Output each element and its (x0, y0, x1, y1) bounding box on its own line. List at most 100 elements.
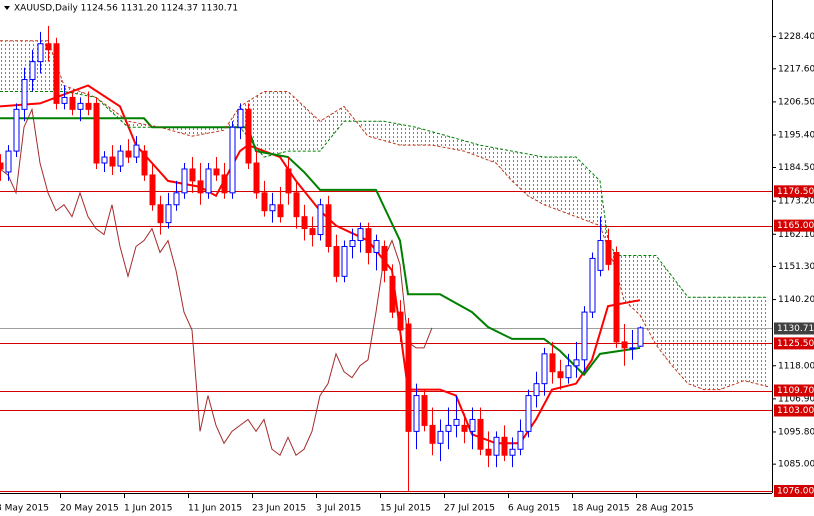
level-label-box (774, 384, 814, 397)
candle-body (301, 216, 308, 230)
level-label-box (774, 185, 814, 198)
candle-body (421, 395, 428, 426)
candle-body (333, 246, 340, 277)
candle-body (141, 150, 148, 176)
candle-body (509, 448, 516, 456)
x-tick-label: 3 Jul 2015 (316, 504, 361, 514)
level-label-box (774, 404, 814, 417)
x-tick-label: 15 Jul 2015 (380, 504, 431, 514)
candle-body (533, 383, 540, 397)
candle-body (53, 43, 60, 104)
candle-body (469, 418, 476, 432)
candle-body (101, 156, 108, 164)
candle-body (157, 204, 164, 224)
x-tick-label: 6 Aug 2015 (508, 504, 560, 514)
candle-body (581, 311, 588, 361)
x-tick-label: 20 May 2015 (60, 504, 119, 514)
candle-body (437, 430, 444, 444)
candle-body (597, 240, 604, 271)
candle-body (21, 79, 28, 110)
candle-body (501, 436, 508, 456)
candle-body (309, 228, 316, 236)
candle-body (613, 251, 620, 343)
y-tick-label: 1173.20 (778, 197, 814, 207)
candle-body (253, 162, 260, 194)
candle-body (293, 192, 300, 218)
candle-body (541, 353, 548, 385)
x-tick-label: 23 Jun 2015 (252, 504, 306, 514)
candle-body (61, 96, 68, 104)
y-tick-label: 1162.10 (778, 230, 814, 240)
candle-body (165, 204, 172, 224)
candle-body (133, 144, 140, 158)
y-tick-label: 1106.90 (778, 394, 814, 404)
candle-body (389, 275, 396, 313)
indicator-line (0, 40, 769, 391)
level-label: 1076.00 (777, 487, 814, 497)
x-tick-label: 1 Jun 2015 (124, 504, 172, 514)
candle-body (325, 204, 332, 248)
candle-body (461, 424, 468, 432)
chikou-span (0, 107, 433, 456)
x-tick-label: 27 Jul 2015 (444, 504, 495, 514)
candle-body (565, 365, 572, 379)
candle-body (589, 257, 596, 313)
candle-body (45, 43, 52, 51)
candle-body (221, 174, 228, 194)
candle-body (629, 347, 636, 350)
y-tick-label: 1217.60 (778, 64, 814, 74)
last-price-label: 1130.71 (777, 324, 814, 334)
candle-body (245, 108, 252, 164)
candle-body (13, 108, 20, 152)
candle-body (285, 168, 292, 194)
candle-body (93, 102, 100, 164)
plot-area (0, 25, 772, 492)
menu-icon[interactable] (4, 6, 10, 10)
candle-body (445, 424, 452, 432)
candle-body (485, 448, 492, 456)
candle-body (229, 126, 236, 194)
y-tick-label: 1140.20 (778, 295, 814, 305)
candle-body (397, 311, 404, 331)
chart-title: XAUUSD,Daily 1124.56 1131.20 1124.37 113… (14, 4, 238, 14)
candle-body (29, 61, 36, 81)
candle-body (277, 204, 284, 218)
level-label-box (774, 337, 814, 350)
candle-body (317, 204, 324, 236)
level-label-box (774, 485, 814, 497)
candle-body (85, 102, 92, 110)
level-label: 1125.50 (777, 339, 814, 349)
indicator-line (0, 90, 768, 298)
candle-body (173, 192, 180, 206)
candle-body (549, 353, 556, 373)
candle-body (365, 228, 372, 253)
candle-body (477, 418, 484, 450)
x-tick-label: 18 Aug 2015 (572, 504, 630, 514)
candle-body (349, 240, 356, 248)
candle-body (637, 327, 644, 347)
candle-body (69, 96, 76, 110)
candle-body (125, 150, 132, 158)
candle-body (77, 102, 84, 110)
x-tick-label: 28 Aug 2015 (636, 504, 694, 514)
candle-body (517, 430, 524, 450)
candle-body (493, 436, 500, 456)
candle-body (213, 168, 220, 176)
candle-body (357, 228, 364, 242)
level-label: 1103.00 (777, 406, 814, 416)
candle-body (181, 168, 188, 194)
y-tick-label: 1228.40 (778, 32, 814, 42)
candle-body (557, 371, 564, 379)
level-label: 1165.00 (777, 221, 814, 231)
y-tick-label: 1184.50 (778, 163, 814, 173)
candle-body (37, 43, 44, 63)
candle-body (373, 240, 380, 253)
x-tick-label: 11 Jun 2015 (188, 504, 242, 514)
candle-body (5, 150, 12, 173)
candle-body (0, 162, 4, 170)
y-tick-label: 1151.30 (778, 262, 814, 272)
x-tick-label: 8 May 2015 (0, 504, 49, 514)
candle-body (237, 108, 244, 128)
